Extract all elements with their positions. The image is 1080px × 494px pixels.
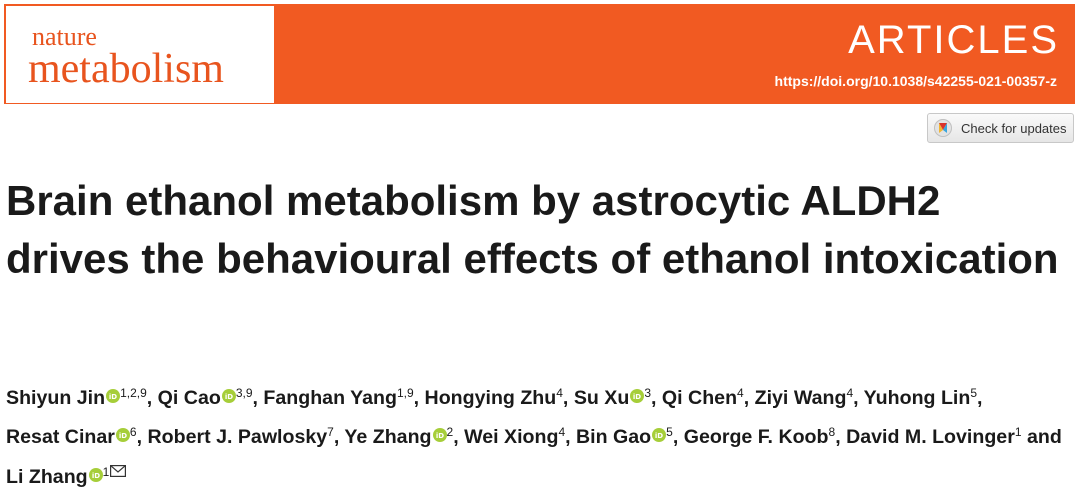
author-name[interactable]: Shiyun Jin — [6, 387, 106, 409]
author-entry: Hongying Zhu4 — [424, 386, 563, 409]
logo-nature-text: nature — [32, 22, 97, 51]
author-name[interactable]: Resat Cinar — [6, 426, 115, 448]
doi-link[interactable]: https://doi.org/10.1038/s42255-021-00357… — [774, 73, 1057, 89]
affiliation-number: 5 — [666, 425, 673, 439]
journal-logo[interactable]: nature metabolism — [6, 6, 274, 103]
check-for-updates-button[interactable]: Check for updates — [927, 113, 1074, 143]
author-entry: Yuhong Lin5 — [863, 386, 978, 409]
orcid-icon[interactable]: iD — [115, 419, 130, 442]
author-name[interactable]: Qi Cao — [157, 387, 221, 409]
author-entry: Resat Cinar iD 6 — [6, 425, 137, 448]
orcid-icon[interactable]: iD — [106, 380, 121, 403]
author-entry: Li Zhang iD 1 — [6, 465, 127, 488]
orcid-icon[interactable]: iD — [630, 380, 645, 403]
affiliation-number: 1,2,9 — [120, 386, 147, 400]
svg-text:iD: iD — [435, 432, 443, 440]
svg-text:iD: iD — [109, 393, 117, 401]
affiliation-number: 8 — [828, 425, 836, 439]
author-name[interactable]: Li Zhang — [6, 466, 88, 488]
orcid-icon[interactable]: iD — [432, 419, 447, 442]
author-name[interactable]: Fanghan Yang — [263, 387, 397, 409]
author-entry: Ye Zhang iD 2 — [344, 425, 454, 448]
author-name[interactable]: Ye Zhang — [344, 426, 432, 448]
author-entry: Ziyi Wang4 — [754, 386, 854, 409]
author-name[interactable]: Hongying Zhu — [424, 387, 557, 409]
svg-text:iD: iD — [92, 472, 100, 480]
journal-banner: nature metabolism ARTICLES https://doi.o… — [4, 4, 1075, 104]
author-entry: Bin Gao iD 5 — [576, 425, 673, 448]
affiliation-number: 7 — [327, 425, 334, 439]
affiliation-number: 4 — [558, 425, 566, 439]
affiliation-number: 1 — [1014, 425, 1022, 439]
affiliation-number: 4 — [846, 386, 854, 400]
affiliation-number: 2 — [446, 425, 454, 439]
affiliation-number: 4 — [737, 386, 744, 400]
author-name[interactable]: Ziyi Wang — [754, 387, 847, 409]
orcid-icon[interactable]: iD — [652, 419, 667, 442]
author-name[interactable]: Su Xu — [573, 387, 630, 409]
author-list: Shiyun Jin iD 1,2,9, Qi Cao iD 3,9, Fanghan … — [6, 376, 1076, 494]
affiliation-number: 6 — [129, 425, 137, 439]
svg-text:iD: iD — [655, 432, 663, 440]
author-entry: George F. Koob8 — [683, 425, 836, 448]
author-name[interactable]: Bin Gao — [576, 426, 652, 448]
article-title: Brain ethanol metabolism by astrocytic A… — [6, 177, 1059, 282]
author-name[interactable]: Yuhong Lin — [863, 387, 971, 409]
author-entry: Fanghan Yang1,9 — [263, 386, 414, 409]
author-name[interactable]: George F. Koob — [683, 426, 829, 448]
author-entry: Robert J. Pawlosky7 — [147, 425, 334, 448]
affiliation-number: 3,9 — [235, 386, 253, 400]
author-entry: David M. Lovinger1 — [846, 425, 1022, 448]
author-name[interactable]: Qi Chen — [661, 387, 738, 409]
author-name[interactable]: David M. Lovinger — [846, 426, 1015, 448]
affiliation-number: 3 — [644, 386, 652, 400]
author-entry: Qi Cao iD 3,9 — [157, 386, 253, 409]
check-for-updates-label: Check for updates — [961, 121, 1067, 136]
affiliation-number: 1 — [102, 465, 110, 479]
envelope-icon[interactable] — [110, 454, 127, 478]
author-entry: Wei Xiong4 — [464, 425, 566, 448]
affiliation-number: 5 — [970, 386, 978, 400]
orcid-icon[interactable]: iD — [221, 380, 236, 403]
svg-text:iD: iD — [119, 432, 127, 440]
crossmark-icon — [934, 119, 952, 137]
author-name[interactable]: Robert J. Pawlosky — [147, 426, 328, 448]
svg-text:iD: iD — [225, 393, 233, 401]
author-entry: Qi Chen4 — [661, 386, 744, 409]
author-entry: Shiyun Jin iD 1,2,9 — [6, 386, 147, 409]
svg-text:iD: iD — [633, 393, 641, 401]
author-entry: Su Xu iD 3 — [573, 386, 652, 409]
author-name[interactable]: Wei Xiong — [464, 426, 559, 448]
affiliation-number: 1,9 — [396, 386, 414, 400]
section-label: ARTICLES — [848, 18, 1059, 62]
affiliation-number: 4 — [556, 386, 563, 400]
orcid-icon[interactable]: iD — [88, 459, 103, 482]
logo-metabolism-text: metabolism — [28, 46, 224, 92]
